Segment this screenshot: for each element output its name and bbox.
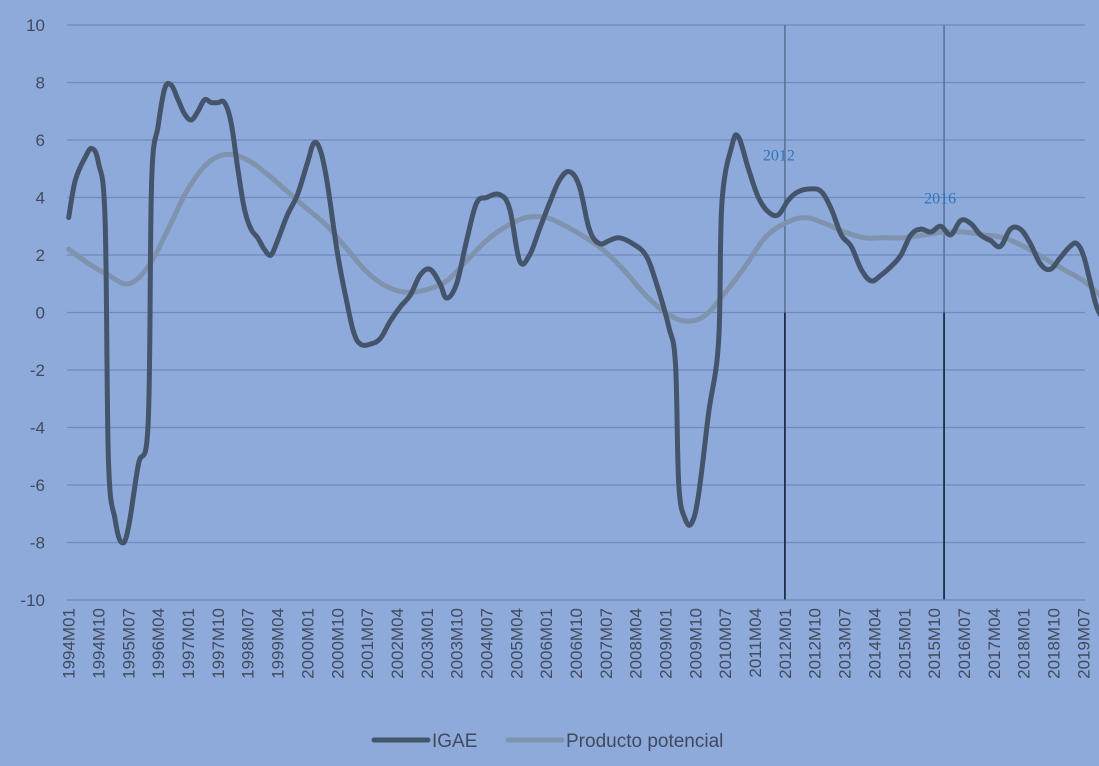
legend-item-producto-potencial-label: Producto potencial	[566, 731, 723, 752]
x-tick-label: 2010M07	[716, 608, 735, 679]
x-tick-label: 2006M10	[567, 608, 586, 679]
reference-line-label: 2016	[924, 191, 956, 208]
x-tick-label: 2016M07	[955, 608, 974, 679]
annotations: 2012 2016	[763, 147, 956, 207]
x-tick-label: 2004M07	[477, 608, 496, 679]
x-tick-label: 2002M04	[388, 608, 407, 679]
x-tick-label: 2018M10	[1044, 608, 1063, 679]
y-tick-label: 8	[36, 74, 45, 93]
y-tick-label: 0	[36, 304, 45, 323]
legend: IGAE Producto potencial	[371, 731, 723, 752]
x-tick-label: 2005M04	[507, 608, 526, 679]
x-tick-label: 2014M04	[865, 608, 884, 679]
x-tick-label: 2017M04	[985, 608, 1004, 679]
x-tick-label: 2001M07	[358, 608, 377, 679]
x-tick-label: 2019M07	[1074, 608, 1093, 679]
x-tick-label: 2011M04	[746, 608, 765, 678]
x-tick-label: 1994M01	[60, 608, 79, 679]
reference-lines	[784, 25, 945, 600]
x-tick-label: 2012M10	[806, 608, 825, 679]
x-tick-label: 2000M10	[328, 608, 347, 679]
x-tick-label: 2008M04	[627, 608, 646, 679]
x-tick-label: 1997M10	[209, 608, 228, 679]
x-tick-label: 2015M10	[925, 608, 944, 679]
legend-item-igae-label: IGAE	[432, 731, 477, 752]
x-tick-label: 2007M07	[597, 608, 616, 679]
reference-line-label: 2012	[763, 147, 795, 164]
x-tick-label: 2009M10	[686, 608, 705, 679]
y-tick-label: 4	[36, 189, 45, 208]
y-tick-label: -4	[30, 419, 45, 438]
x-tick-label: 2009M01	[657, 608, 676, 679]
x-tick-label: 1994M10	[90, 608, 109, 679]
series-lines	[66, 80, 1099, 546]
x-axis: 1994M01 1994M10 1995M07 1996M04 1997M01 1997M…	[60, 599, 1093, 679]
x-tick-label: 1995M07	[119, 608, 138, 679]
y-axis: 10 8 6 4 2 0 -2 -4 -6 -8 -10	[20, 16, 45, 610]
y-tick-label: -6	[30, 476, 45, 495]
y-tick-label: -8	[30, 534, 45, 553]
x-tick-label: 2003M10	[448, 608, 467, 679]
x-tick-label: 1997M01	[179, 608, 198, 679]
x-tick-label: 1998M07	[239, 608, 258, 679]
x-tick-label: 1999M04	[269, 608, 288, 679]
y-tick-label: -10	[20, 591, 45, 610]
x-tick-label: 2012M01	[776, 608, 795, 679]
x-tick-label: 2018M01	[1015, 608, 1034, 679]
x-tick-label: 2003M01	[418, 608, 437, 679]
x-tick-label: 2006M01	[537, 608, 556, 679]
x-tick-label: 1996M04	[149, 608, 168, 679]
x-tick-label: 2000M01	[298, 608, 317, 679]
y-tick-label: 2	[36, 246, 45, 265]
y-tick-label: 10	[26, 16, 45, 35]
series-line-igae	[66, 80, 1099, 546]
y-tick-label: 6	[36, 131, 45, 150]
grid-lines	[67, 24, 1085, 601]
x-tick-label: 2015M01	[895, 608, 914, 679]
x-tick-label: 2013M07	[836, 608, 855, 679]
y-tick-label: -2	[30, 361, 45, 380]
